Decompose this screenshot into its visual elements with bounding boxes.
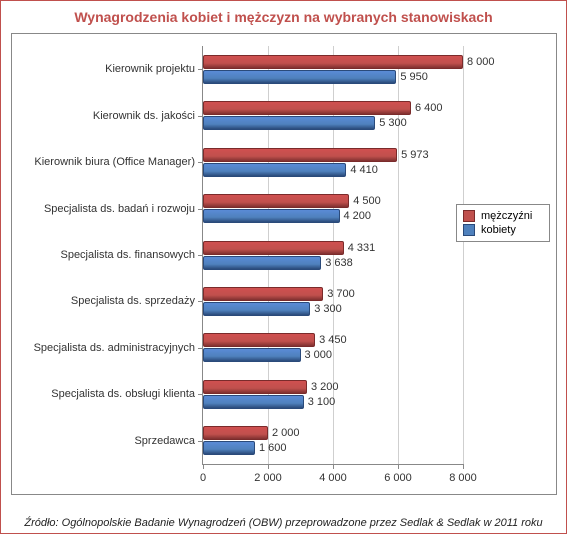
data-label-men: 4 331: [348, 242, 376, 254]
x-tick-label: 4 000: [319, 472, 347, 484]
data-label-men: 5 973: [401, 149, 429, 161]
legend-item-women: kobiety: [463, 223, 543, 237]
y-category-label: Kierownik ds. jakości: [15, 110, 203, 122]
y-category-label: Specjalista ds. finansowych: [15, 249, 203, 261]
data-label-men: 3 200: [311, 381, 339, 393]
y-category-label: Specjalista ds. badań i rozwoju: [15, 203, 203, 215]
bar-men: [203, 55, 463, 69]
bar-women: [203, 116, 375, 130]
bar-men: [203, 241, 344, 255]
bar-women: [203, 302, 310, 316]
bar-men: [203, 380, 307, 394]
data-label-women: 3 638: [325, 257, 353, 269]
data-label-women: 5 300: [379, 117, 407, 129]
x-tick: [333, 464, 334, 469]
legend-item-men: mężczyźni: [463, 209, 543, 223]
data-label-men: 6 400: [415, 102, 443, 114]
data-label-women: 3 000: [305, 349, 333, 361]
bar-men: [203, 148, 397, 162]
y-category-label: Kierownik biura (Office Manager): [15, 156, 203, 168]
gridline: [463, 46, 464, 464]
x-tick-label: 0: [200, 472, 206, 484]
x-tick: [398, 464, 399, 469]
legend-swatch-women: [463, 224, 475, 236]
data-label-men: 3 700: [327, 288, 355, 300]
bar-men: [203, 426, 268, 440]
x-tick: [203, 464, 204, 469]
data-label-men: 3 450: [319, 334, 347, 346]
chart-title: Wynagrodzenia kobiet i mężczyzn na wybra…: [1, 1, 566, 31]
data-label-women: 3 300: [314, 303, 342, 315]
bar-men: [203, 287, 323, 301]
y-category-label: Specjalista ds. sprzedaży: [15, 295, 203, 307]
bar-men: [203, 194, 349, 208]
y-category-label: Specjalista ds. administracyjnych: [15, 342, 203, 354]
data-label-women: 3 100: [308, 396, 336, 408]
data-label-men: 8 000: [467, 56, 495, 68]
bar-women: [203, 163, 346, 177]
bar-women: [203, 441, 255, 455]
x-tick-label: 2 000: [254, 472, 282, 484]
chart-container: Wynagrodzenia kobiet i mężczyzn na wybra…: [0, 0, 567, 534]
data-label-women: 1 600: [259, 442, 287, 454]
legend-label-women: kobiety: [481, 224, 516, 236]
data-label-men: 4 500: [353, 195, 381, 207]
plot-area: 02 0004 0006 0008 000Kierownik projektu8…: [202, 46, 463, 465]
y-category-label: Sprzedawca: [15, 435, 203, 447]
bar-women: [203, 256, 321, 270]
chart-area: 0 2 000 4 000 6 000 8 000 Kierownik projektu 8…: [11, 33, 557, 495]
bar-women: [203, 348, 301, 362]
source-line: Źródło: Ogólnopolskie Badanie Wynagrodze…: [1, 517, 566, 529]
y-category-label: Kierownik projektu: [15, 63, 203, 75]
x-tick-label: 6 000: [384, 472, 412, 484]
x-tick: [463, 464, 464, 469]
legend-label-men: mężczyźni: [481, 210, 532, 222]
bar-women: [203, 70, 396, 84]
x-tick-label: 8 000: [449, 472, 477, 484]
bar-women: [203, 395, 304, 409]
bar-men: [203, 333, 315, 347]
y-category-label: Specjalista ds. obsługi klienta: [15, 388, 203, 400]
data-label-women: 5 950: [400, 71, 428, 83]
data-label-women: 4 410: [350, 164, 378, 176]
data-label-women: 4 200: [344, 210, 372, 222]
bar-men: [203, 101, 411, 115]
x-tick: [268, 464, 269, 469]
legend-box: mężczyźni kobiety: [456, 204, 550, 242]
bar-women: [203, 209, 340, 223]
legend-swatch-men: [463, 210, 475, 222]
data-label-men: 2 000: [272, 427, 300, 439]
